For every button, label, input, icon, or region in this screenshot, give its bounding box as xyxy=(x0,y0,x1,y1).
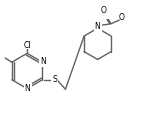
Text: Cl: Cl xyxy=(23,41,31,50)
Text: N: N xyxy=(95,22,101,31)
Text: N: N xyxy=(40,57,46,66)
Text: S: S xyxy=(52,75,57,84)
Text: O: O xyxy=(101,6,107,15)
Text: N: N xyxy=(25,84,30,93)
Text: O: O xyxy=(119,13,125,22)
